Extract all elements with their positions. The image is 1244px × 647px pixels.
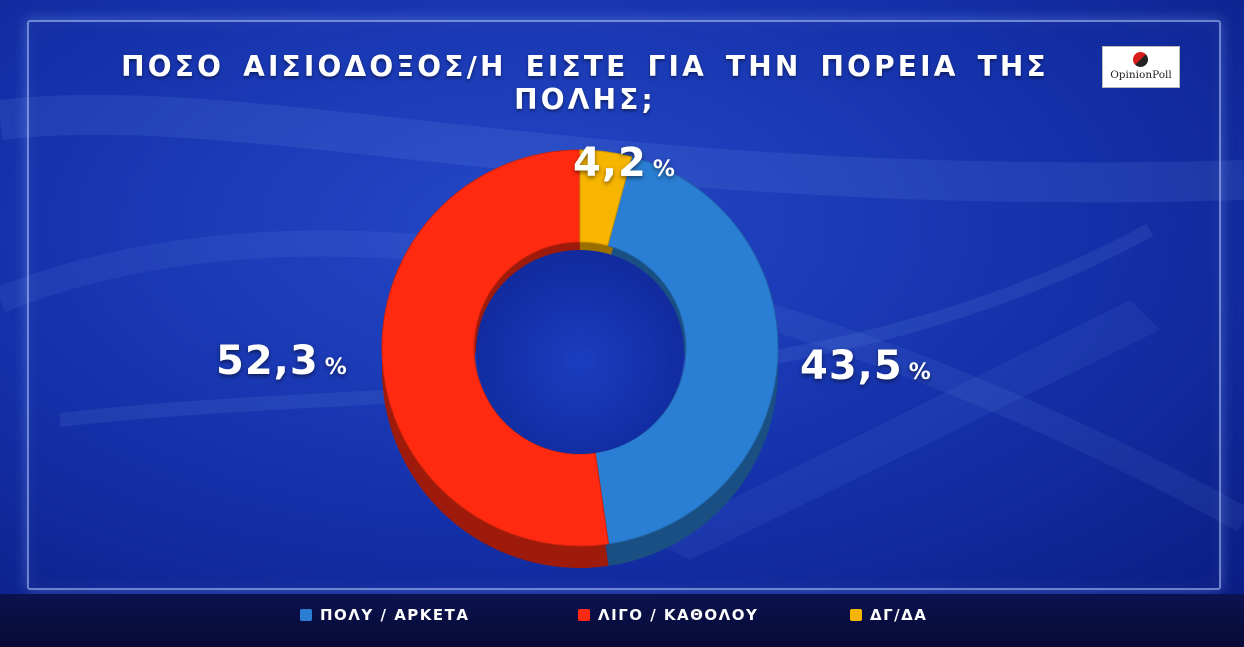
legend-swatch-blue — [300, 609, 312, 621]
legend-item-dg-da: ΔΓ/ΔΑ — [850, 606, 927, 624]
legend-item-poly-arketa: ΠΟΛΥ / ΑΡΚΕΤΑ — [300, 606, 470, 624]
data-label-dg-da: 4,2% — [573, 140, 675, 186]
donut-hole — [476, 250, 684, 454]
slice-ligo-katholou — [381, 149, 610, 547]
legend-item-ligo-katholou: ΛΙΓΟ / ΚΑΘΟΛΟΥ — [578, 606, 758, 624]
logo-mark-icon — [1133, 52, 1148, 67]
legend-swatch-yellow — [850, 609, 862, 621]
legend-swatch-red — [578, 609, 590, 621]
slice-dg-da — [579, 149, 633, 247]
data-label-ligo-katholou: 52,3% — [216, 338, 347, 384]
legend-bar — [0, 594, 1244, 647]
data-label-poly-arketa: 43,5% — [800, 343, 931, 389]
chart-title: ΠΟΣΟ ΑΙΣΙΟΔΟΞΟΣ/Η ΕΙΣΤΕ ΓΙΑ ΤΗΝ ΠΟΡΕΙΑ Τ… — [121, 50, 1049, 116]
opinionpoll-logo: OpinionPoll — [1102, 46, 1180, 88]
slice-poly-arketa — [594, 156, 779, 545]
logo-text: OpinionPoll — [1110, 69, 1172, 81]
chart-panel — [27, 20, 1221, 590]
